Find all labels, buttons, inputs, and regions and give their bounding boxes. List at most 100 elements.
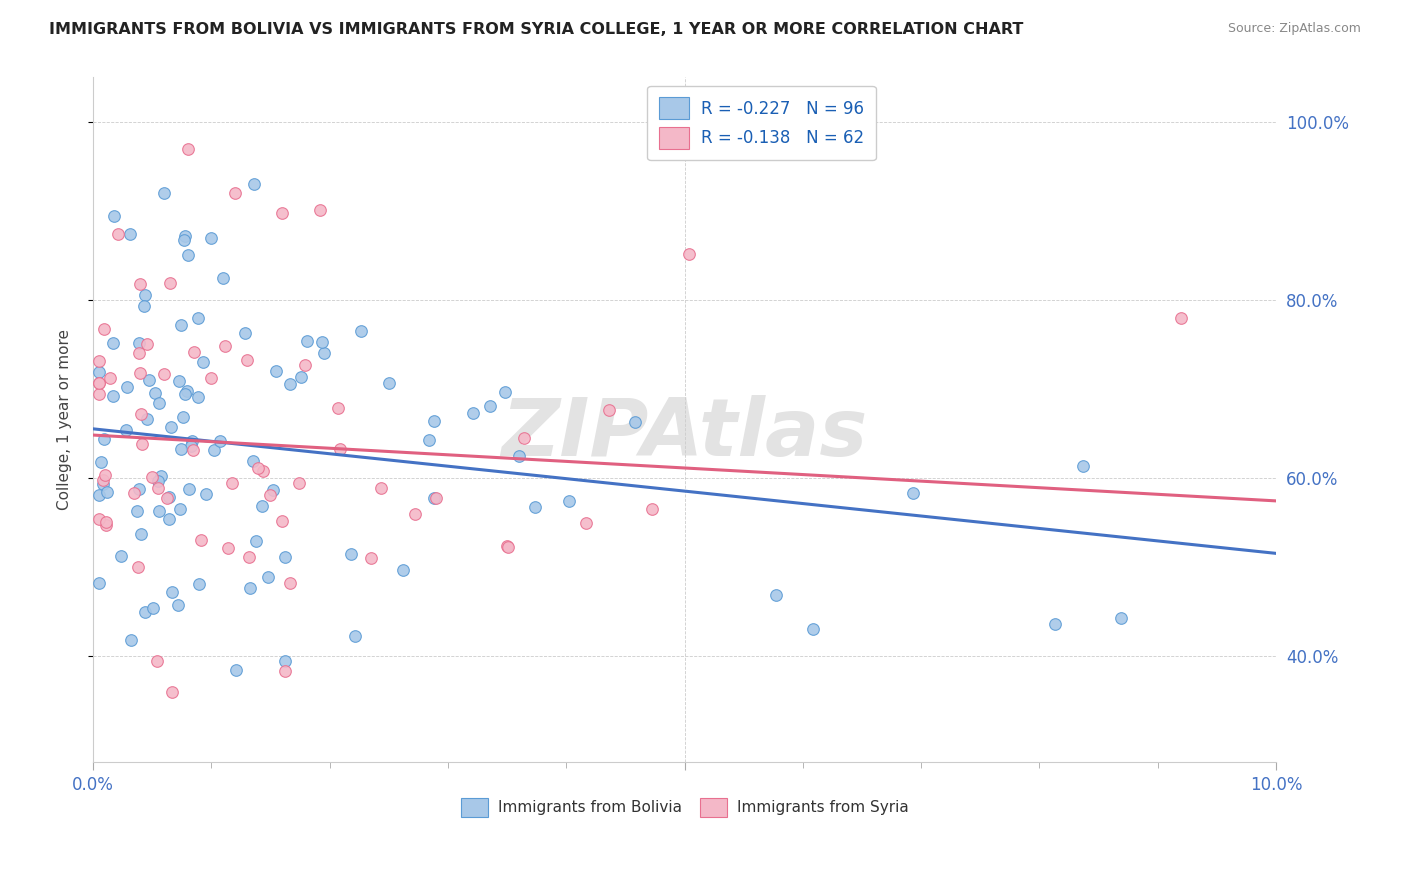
Point: [148, 504, 170, 518]
Point: [246, 461, 269, 475]
Point: [245, 534, 267, 549]
Point: [157, 490, 180, 504]
Point: [314, 345, 336, 359]
Point: [173, 387, 195, 401]
Point: [94, 518, 117, 533]
Point: [278, 576, 301, 591]
Point: [174, 229, 197, 244]
Point: [143, 386, 166, 401]
Point: [328, 401, 350, 416]
Point: [678, 247, 700, 261]
Point: [169, 502, 191, 516]
Point: [278, 377, 301, 392]
Point: [187, 576, 209, 591]
Point: [153, 186, 176, 200]
Point: [194, 486, 217, 500]
Point: [114, 423, 136, 437]
Point: [152, 367, 174, 381]
Point: [1045, 617, 1067, 632]
Point: [87, 376, 110, 390]
Point: [224, 186, 246, 200]
Point: [765, 588, 787, 602]
Point: [233, 326, 256, 341]
Point: [135, 336, 157, 351]
Point: [146, 482, 169, 496]
Point: [101, 336, 124, 351]
Point: [461, 406, 484, 420]
Point: [128, 277, 150, 291]
Point: [264, 364, 287, 378]
Point: [167, 375, 190, 389]
Point: [91, 473, 114, 487]
Point: [360, 550, 382, 565]
Point: [238, 550, 260, 565]
Point: [425, 491, 447, 505]
Point: [309, 203, 332, 218]
Point: [170, 318, 193, 332]
Point: [191, 355, 214, 369]
Point: [200, 371, 222, 385]
Point: [513, 431, 536, 445]
Point: [96, 484, 118, 499]
Point: [329, 442, 352, 456]
Point: [252, 464, 274, 478]
Point: [801, 622, 824, 636]
Text: IMMIGRANTS FROM BOLIVIA VS IMMIGRANTS FROM SYRIA COLLEGE, 1 YEAR OR MORE CORRELA: IMMIGRANTS FROM BOLIVIA VS IMMIGRANTS FR…: [49, 22, 1024, 37]
Point: [187, 310, 209, 325]
Point: [93, 467, 115, 482]
Point: [212, 270, 235, 285]
Point: [641, 502, 664, 516]
Point: [295, 334, 318, 348]
Point: [217, 541, 239, 555]
Point: [173, 233, 195, 247]
Point: [350, 324, 373, 338]
Text: Source: ZipAtlas.com: Source: ZipAtlas.com: [1227, 22, 1361, 36]
Point: [138, 373, 160, 387]
Point: [172, 410, 194, 425]
Point: [87, 376, 110, 390]
Point: [495, 539, 517, 553]
Point: [142, 601, 165, 615]
Point: [250, 499, 273, 513]
Point: [120, 227, 142, 241]
Text: ZIPAtlas: ZIPAtlas: [502, 394, 868, 473]
Point: [160, 685, 183, 699]
Point: [160, 584, 183, 599]
Point: [94, 515, 117, 529]
Point: [91, 477, 114, 491]
Point: [148, 396, 170, 410]
Point: [135, 412, 157, 426]
Point: [598, 403, 620, 417]
Point: [169, 442, 191, 456]
Point: [343, 629, 366, 643]
Point: [259, 488, 281, 502]
Point: [181, 443, 204, 458]
Point: [176, 248, 198, 262]
Point: [110, 549, 132, 564]
Point: [340, 547, 363, 561]
Point: [87, 512, 110, 526]
Point: [176, 384, 198, 399]
Point: [257, 570, 280, 584]
Point: [214, 339, 236, 353]
Point: [901, 486, 924, 500]
Point: [479, 399, 502, 413]
Point: [141, 470, 163, 484]
Legend: Immigrants from Bolivia, Immigrants from Syria: Immigrants from Bolivia, Immigrants from…: [454, 791, 914, 823]
Point: [131, 437, 153, 451]
Point: [134, 605, 156, 619]
Point: [242, 454, 264, 468]
Point: [132, 299, 155, 313]
Point: [129, 366, 152, 380]
Point: [150, 468, 173, 483]
Point: [200, 230, 222, 244]
Point: [146, 474, 169, 488]
Point: [290, 370, 312, 384]
Point: [98, 371, 121, 385]
Point: [87, 575, 110, 590]
Point: [311, 334, 333, 349]
Point: [404, 508, 426, 522]
Point: [131, 407, 153, 421]
Point: [274, 654, 297, 668]
Point: [494, 384, 516, 399]
